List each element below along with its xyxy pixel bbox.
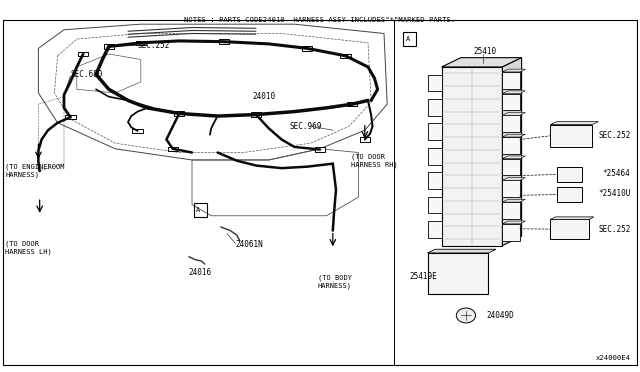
Polygon shape [550,122,598,125]
Bar [557,187,582,202]
Bar [502,94,520,110]
Text: (TO BODY
HARNESS): (TO BODY HARNESS) [317,275,352,289]
Polygon shape [502,91,525,94]
Text: SEC.680: SEC.680 [70,70,103,79]
Polygon shape [502,69,525,72]
Polygon shape [502,199,525,202]
Bar [78,52,88,56]
Bar [550,125,592,147]
Bar [428,148,442,165]
Bar [428,221,442,238]
Bar [136,41,146,45]
Text: 24061N: 24061N [236,240,263,249]
Bar [442,67,502,246]
Polygon shape [442,58,522,67]
Bar [360,137,370,142]
Text: 25419E: 25419E [410,272,437,280]
Bar [428,124,442,140]
Polygon shape [502,58,522,246]
Bar [428,172,442,189]
Text: 24049D: 24049D [486,311,514,320]
Bar [251,112,261,117]
Ellipse shape [456,308,476,323]
Text: 25410: 25410 [474,47,497,56]
Bar [502,137,520,154]
Bar [428,253,488,294]
Bar [502,224,520,241]
Bar [428,99,442,116]
Bar [502,159,520,176]
Text: (TO ENGINEROOM
HARNESS): (TO ENGINEROOM HARNESS) [5,164,65,178]
Polygon shape [502,112,525,115]
Bar [219,39,229,44]
Text: SEC.252: SEC.252 [598,131,630,140]
Bar [65,115,76,119]
Bar [428,197,442,214]
Bar [168,147,178,151]
Text: SEC.969: SEC.969 [290,122,323,131]
Bar [194,203,207,217]
Bar [557,167,582,182]
Text: (TO DOOR
HARNESS LH): (TO DOOR HARNESS LH) [5,241,52,255]
Bar [132,129,143,133]
Text: *25464: *25464 [603,169,630,178]
Text: 24016: 24016 [189,268,212,277]
Bar [403,32,416,46]
Text: 24010: 24010 [253,92,276,101]
Bar [104,44,114,49]
Bar [347,102,357,106]
Bar [428,75,442,92]
Text: *25410U: *25410U [598,189,630,198]
Bar [315,147,325,152]
Polygon shape [550,217,594,219]
Text: NOTES : PARTS CODE24010  HARNESS ASSY INCLUDES"*"MARKED PARTS.: NOTES : PARTS CODE24010 HARNESS ASSY INC… [184,17,456,23]
Text: SEC.252: SEC.252 [138,41,170,50]
Polygon shape [502,156,525,159]
Text: A: A [196,207,200,213]
Text: SEC.252: SEC.252 [598,225,630,234]
Polygon shape [502,134,525,137]
Bar [502,72,520,89]
Polygon shape [428,249,496,253]
Polygon shape [502,178,525,180]
Text: x24000E4: x24000E4 [595,355,630,361]
Bar [502,115,520,132]
Bar [502,180,520,197]
Text: (TO DOOR
HARNESS RH): (TO DOOR HARNESS RH) [351,153,397,168]
Bar [302,46,312,51]
Bar [340,54,351,58]
Bar [550,219,589,239]
Polygon shape [502,221,525,224]
Bar [502,202,520,219]
Text: A: A [406,36,410,42]
Bar [174,111,184,116]
